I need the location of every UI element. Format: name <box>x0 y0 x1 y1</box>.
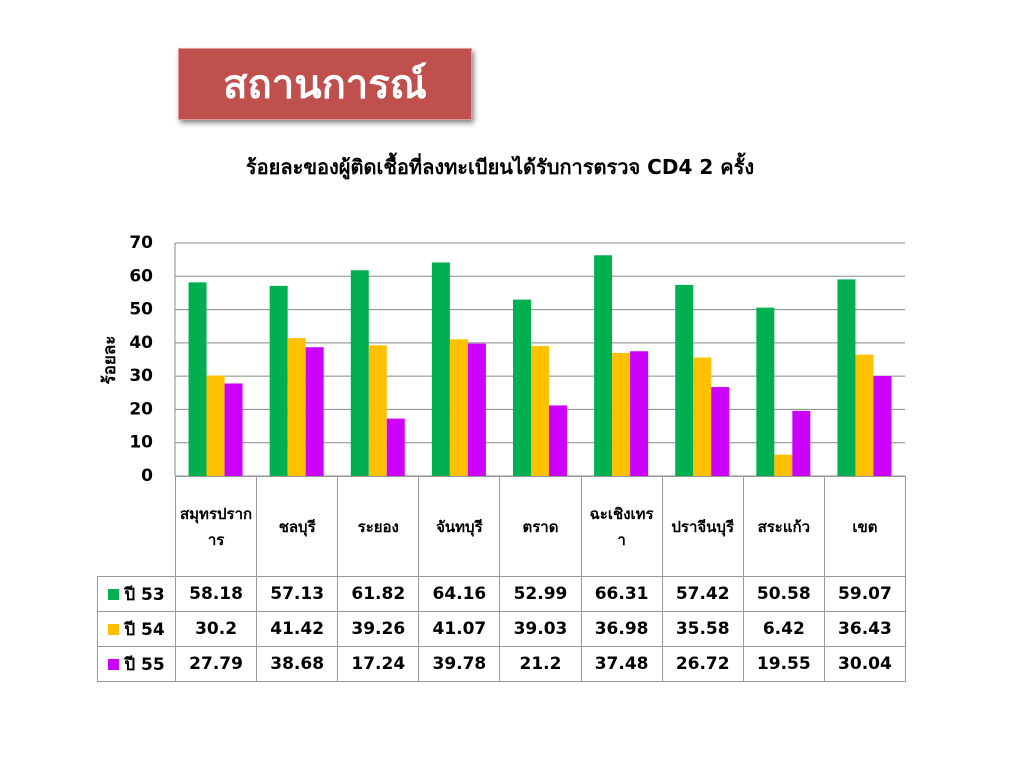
legend-label: ปี 54 <box>124 619 165 640</box>
bar <box>206 375 225 476</box>
table-value: 50.58 <box>742 576 825 612</box>
x-tick-label: ระยอง <box>337 476 420 577</box>
table-value: 37.48 <box>580 646 663 682</box>
y-tick-label: 40 <box>129 333 153 353</box>
y-tick-label: 20 <box>129 399 153 419</box>
bar <box>467 343 486 476</box>
bar <box>368 345 387 476</box>
bar <box>855 354 874 476</box>
legend-swatch <box>108 658 120 670</box>
table-value: 17.24 <box>337 646 420 682</box>
table-value: 41.07 <box>418 611 501 647</box>
table-value: 52.99 <box>499 576 582 612</box>
chart-title: ร้อยละของผู้ติดเชื้อที่ลงทะเบียนได้รับกา… <box>245 155 755 179</box>
x-tick-label: เขต <box>823 476 906 577</box>
legend-entry: ปี 54 <box>97 611 176 647</box>
table-value: 26.72 <box>661 646 744 682</box>
bar <box>305 347 324 476</box>
legend-swatch <box>108 623 120 635</box>
table-value: 39.78 <box>418 646 501 682</box>
bar <box>188 282 207 476</box>
bar <box>549 405 567 476</box>
table-value: 19.55 <box>742 646 825 682</box>
bar <box>594 255 613 476</box>
bar <box>386 418 405 476</box>
y-tick-label: 70 <box>129 233 153 253</box>
bar <box>513 299 531 476</box>
bar <box>431 262 450 476</box>
bar <box>675 284 694 476</box>
table-value: 27.79 <box>175 646 258 682</box>
x-tick-label: ฉะเชิงเทรา <box>580 476 663 577</box>
x-tick-label: จันทบุรี <box>418 476 501 577</box>
bar <box>224 383 243 476</box>
y-tick-label: 60 <box>129 266 153 286</box>
y-tick-label: 50 <box>129 300 153 320</box>
table-value: 41.42 <box>256 611 339 647</box>
table-value: 39.26 <box>337 611 420 647</box>
bar <box>837 279 856 476</box>
table-value: 38.68 <box>256 646 339 682</box>
y-axis-label: ร้อยละ <box>100 336 120 385</box>
table-value: 30.2 <box>175 611 258 647</box>
x-tick-label: สระแก้ว <box>742 476 825 577</box>
legend-entry: ปี 55 <box>97 646 176 682</box>
bar <box>630 351 649 476</box>
header-title: สถานการณ์ <box>178 48 472 120</box>
legend-swatch <box>108 588 120 600</box>
x-tick-label: สมุทรปราการ <box>175 476 258 577</box>
x-tick-label: ชลบุรี <box>256 476 339 577</box>
table-value: 36.98 <box>580 611 663 647</box>
legend-entry: ปี 53 <box>97 576 176 612</box>
bar <box>350 270 369 476</box>
bar <box>693 357 712 476</box>
x-tick-label: ปราจีนบุรี <box>661 476 744 577</box>
table-value: 57.42 <box>661 576 744 612</box>
table-value: 64.16 <box>418 576 501 612</box>
y-tick-label: 0 <box>141 466 153 486</box>
table-value: 59.07 <box>823 576 906 612</box>
y-tick-label: 30 <box>129 366 153 386</box>
bar <box>792 410 811 476</box>
x-tick-label: ตราด <box>499 476 582 577</box>
bar <box>449 339 468 476</box>
legend-label: ปี 53 <box>124 584 165 605</box>
bar <box>774 454 793 476</box>
bar <box>287 338 306 476</box>
bar <box>711 387 730 476</box>
bar <box>531 346 549 476</box>
table-value: 35.58 <box>661 611 744 647</box>
table-value: 36.43 <box>823 611 906 647</box>
table-value: 57.13 <box>256 576 339 612</box>
table-value: 39.03 <box>499 611 582 647</box>
table-value: 6.42 <box>742 611 825 647</box>
table-value: 30.04 <box>823 646 906 682</box>
y-tick-label: 10 <box>129 433 153 453</box>
legend-label: ปี 55 <box>124 654 165 675</box>
table-value: 61.82 <box>337 576 420 612</box>
table-value: 58.18 <box>175 576 258 612</box>
table-value: 66.31 <box>580 576 663 612</box>
bar <box>612 352 631 476</box>
table-value: 21.2 <box>499 646 582 682</box>
bar <box>756 307 775 476</box>
bar <box>269 285 288 476</box>
bar <box>873 376 892 476</box>
